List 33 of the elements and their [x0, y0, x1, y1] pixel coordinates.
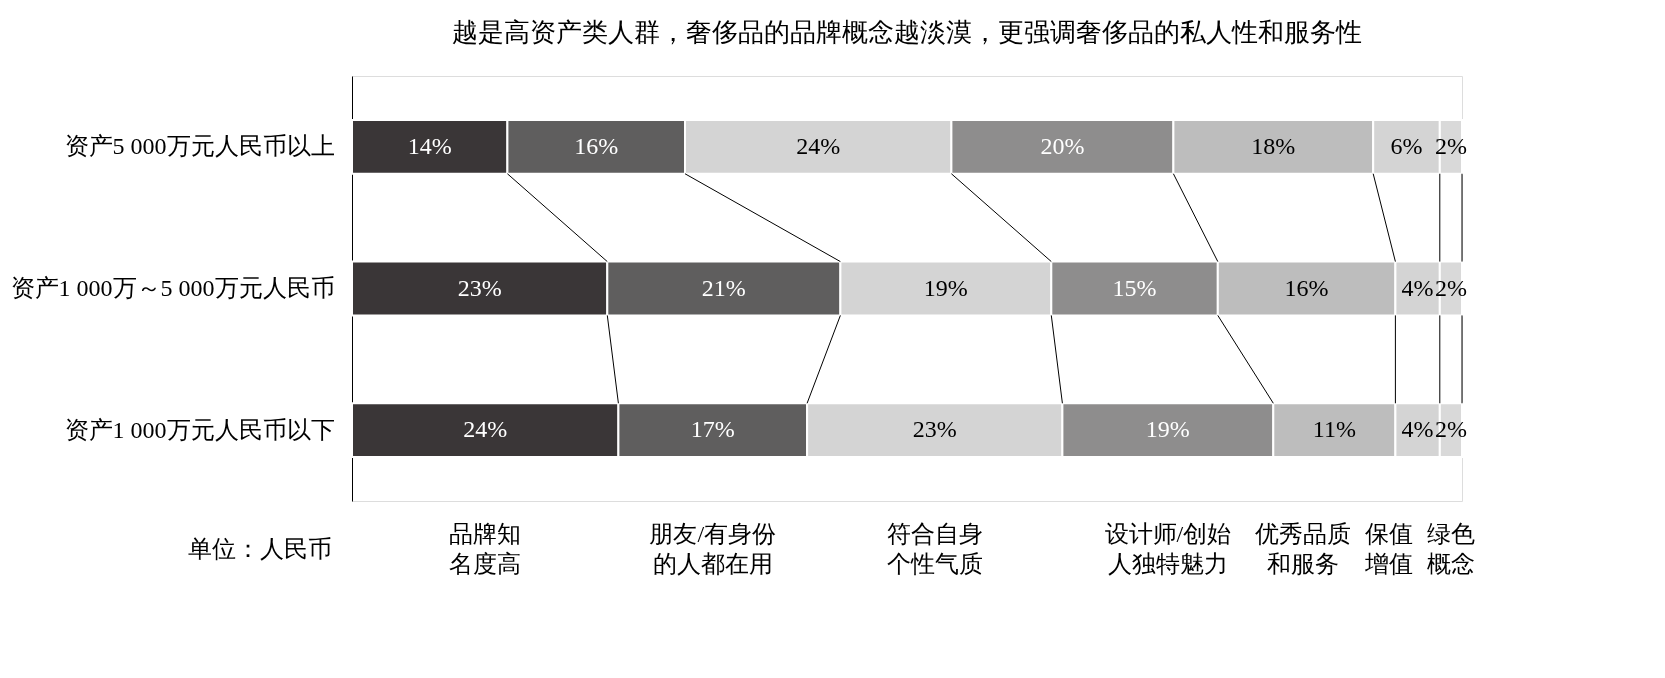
y-tick-label: 资产1 000万～5 000万元人民币 — [10, 275, 335, 301]
text: 品牌知名度高 — [449, 521, 522, 577]
data-label: 14% — [407, 132, 452, 159]
data-label: 11% — [1312, 416, 1356, 443]
data-label: 24% — [796, 132, 841, 159]
text: 设计师/创始人独特魅力 — [1104, 521, 1232, 577]
text: 保值增值 — [1363, 521, 1413, 577]
data-label: 16% — [574, 132, 619, 159]
data-label: 15% — [1112, 274, 1157, 301]
data-label: 18% — [1251, 132, 1296, 159]
data-label: 4% — [1401, 416, 1434, 443]
data-label: 4% — [1401, 274, 1434, 301]
data-label: 24% — [463, 416, 508, 443]
text: 符合自身个性气质 — [886, 521, 983, 577]
text: 朋友/有身份的人都在用 — [649, 521, 777, 577]
data-label: 6% — [1390, 132, 1423, 159]
data-label: 2% — [1434, 274, 1467, 301]
data-label: 19% — [1145, 416, 1190, 443]
data-label: 23% — [912, 416, 957, 443]
text: 优秀品质和服务 — [1254, 521, 1351, 577]
data-label: 19% — [923, 274, 968, 301]
data-label: 21% — [701, 274, 746, 301]
text: 绿色概念 — [1426, 521, 1475, 577]
data-label: 2% — [1434, 416, 1467, 443]
y-tick-label: 资产1 000万元人民币以下 — [64, 416, 335, 443]
data-label: 16% — [1284, 274, 1329, 301]
data-label: 2% — [1434, 132, 1467, 159]
chart-title: 越是高资产类人群，奢侈品的品牌概念越淡漠，更强调奢侈品的私人性和服务性 — [452, 18, 1362, 47]
y-tick-label: 资产5 000万元人民币以上 — [64, 133, 335, 160]
text: 单位：人民币 — [188, 536, 332, 562]
data-label: 17% — [690, 416, 735, 443]
data-label: 23% — [457, 274, 502, 301]
data-label: 20% — [1040, 132, 1085, 159]
